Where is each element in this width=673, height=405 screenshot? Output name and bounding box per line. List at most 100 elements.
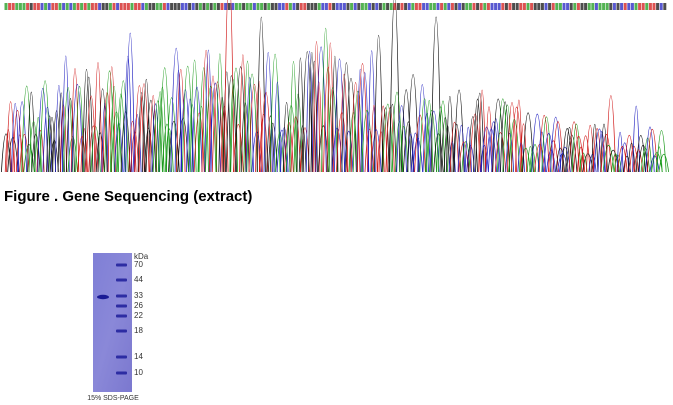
marker-label: 10 xyxy=(134,368,143,377)
sequence-base xyxy=(191,3,195,10)
trace-peak xyxy=(71,83,84,173)
trace-peak xyxy=(656,130,667,173)
sequence-base xyxy=(242,3,246,10)
trace-peak xyxy=(492,98,505,173)
sequence-base xyxy=(544,3,548,10)
trace-peak xyxy=(555,147,565,173)
trace-peak xyxy=(452,123,462,173)
sequence-base xyxy=(562,3,566,10)
marker-label: 26 xyxy=(134,301,143,310)
trace-peak xyxy=(245,77,254,173)
trace-peak xyxy=(385,107,395,173)
gel-caption: 15% SDS-PAGE xyxy=(87,395,139,402)
trace-peak xyxy=(475,93,485,173)
sequence-base xyxy=(231,3,235,10)
sequence-base xyxy=(447,3,451,10)
trace-peak xyxy=(152,100,163,173)
sequence-base xyxy=(609,3,613,10)
sequence-base xyxy=(429,3,433,10)
trace-peak xyxy=(248,83,261,173)
trace-peak xyxy=(449,121,460,173)
trace-peak xyxy=(155,91,165,173)
sequence-base xyxy=(33,3,37,10)
sequence-base xyxy=(558,3,562,10)
sequence-base xyxy=(83,3,87,10)
sequence-base xyxy=(605,3,609,10)
sequence-base xyxy=(573,3,577,10)
trace-peak xyxy=(193,112,205,173)
sequence-base xyxy=(209,3,213,10)
sequence-base xyxy=(15,3,19,10)
sequence-base xyxy=(443,3,447,10)
trace-peak xyxy=(205,86,217,173)
trace-peak xyxy=(223,0,235,173)
trace-peak xyxy=(520,147,531,173)
trace-peak xyxy=(142,78,151,173)
sequence-base xyxy=(580,3,584,10)
trace-peak xyxy=(388,103,397,173)
trace-peak xyxy=(28,121,39,173)
trace-peak xyxy=(90,126,101,173)
trace-peak xyxy=(566,134,578,173)
trace-peak xyxy=(246,73,258,173)
trace-peak xyxy=(507,102,517,173)
trace-peak xyxy=(289,60,298,173)
sequence-base xyxy=(288,3,292,10)
trace-peak xyxy=(350,82,361,173)
trace-peak xyxy=(410,132,420,173)
sequence-base xyxy=(512,3,516,10)
sequence-base xyxy=(328,3,332,10)
sequence-base xyxy=(623,3,627,10)
trace-peak xyxy=(491,118,501,173)
sequence-base xyxy=(177,3,181,10)
sequence-base xyxy=(101,3,105,10)
trace-peak xyxy=(6,101,16,173)
sequence-base xyxy=(371,3,375,10)
sequence-base xyxy=(202,3,206,10)
trace-peak xyxy=(611,153,620,173)
trace-peak xyxy=(565,126,574,173)
trace-peak xyxy=(473,98,482,173)
trace-peak xyxy=(331,127,343,173)
sequence-base xyxy=(659,3,663,10)
trace-peak xyxy=(267,122,278,173)
trace-peak xyxy=(276,130,288,173)
trace-peak xyxy=(550,117,562,173)
sequence-base xyxy=(234,3,238,10)
sequence-base xyxy=(224,3,228,10)
sequence-base xyxy=(368,3,372,10)
trace-peak xyxy=(104,70,115,173)
trace-peak xyxy=(371,129,382,173)
trace-peak xyxy=(82,69,91,173)
trace-peak xyxy=(52,110,62,173)
sequence-base xyxy=(591,3,595,10)
sequence-base xyxy=(256,3,260,10)
sequence-base xyxy=(4,3,8,10)
trace-peak xyxy=(225,75,237,173)
sequence-base xyxy=(155,3,159,10)
trace-peak xyxy=(505,133,515,173)
marker-band xyxy=(116,263,127,267)
trace-peak xyxy=(204,49,213,173)
sequence-base xyxy=(58,3,62,10)
sequence-base xyxy=(306,3,310,10)
trace-peak xyxy=(617,146,628,173)
sequence-base xyxy=(378,3,382,10)
sequence-base xyxy=(508,3,512,10)
trace-peak xyxy=(327,87,338,173)
sequence-base xyxy=(173,3,177,10)
trace-peak xyxy=(356,69,364,173)
trace-peak xyxy=(162,123,172,173)
sequence-base xyxy=(123,3,127,10)
trace-peak xyxy=(360,72,370,173)
sequence-base xyxy=(40,3,44,10)
trace-peak xyxy=(428,110,440,173)
sequence-base xyxy=(630,3,634,10)
trace-peak xyxy=(478,89,486,173)
sequence-base xyxy=(375,3,379,10)
trace-peak xyxy=(457,124,466,173)
trace-peak xyxy=(120,111,131,173)
sequence-base xyxy=(112,3,116,10)
trace-peak xyxy=(49,140,59,173)
